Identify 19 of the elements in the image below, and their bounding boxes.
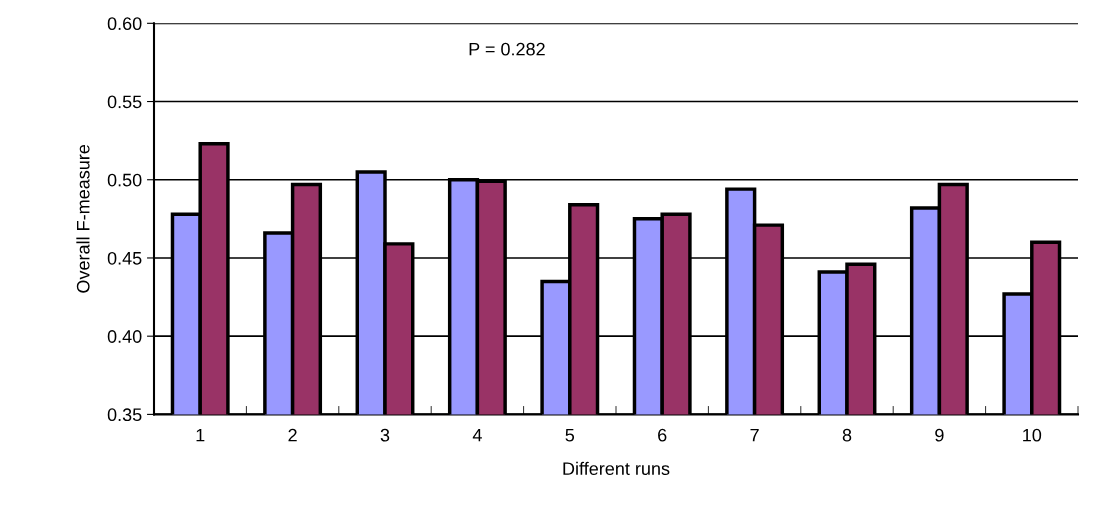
x-axis-title: Different runs [563, 461, 670, 476]
y-tick-label: 0.50 [107, 173, 142, 187]
x-tick-label: 5 [565, 428, 575, 442]
y-tick-label: 0.45 [107, 251, 142, 265]
x-tick-label: 10 [1023, 428, 1042, 442]
x-tick-label: 9 [935, 428, 944, 442]
x-tick-label: 3 [380, 428, 390, 442]
y-tick-label: 0.35 [107, 408, 142, 422]
y-tick-label: 0.60 [107, 17, 142, 31]
x-tick-label: 2 [288, 428, 297, 442]
y-tick-label: 0.55 [107, 95, 142, 109]
y-axis-title: Overall F-measure [76, 144, 90, 293]
x-tick-label: 1 [196, 428, 205, 442]
x-tick-label: 4 [472, 428, 482, 442]
x-tick-label: 7 [750, 428, 759, 442]
x-tick-label: 6 [658, 428, 667, 442]
x-tick-label: 8 [842, 428, 852, 442]
annotation: P = 0.282 [469, 42, 545, 56]
y-tick-label: 0.40 [107, 330, 142, 343]
